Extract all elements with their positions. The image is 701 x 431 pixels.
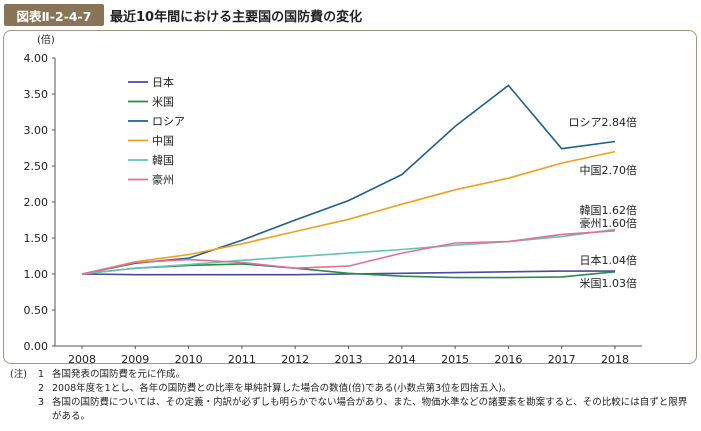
x-tick-label: 2012: [281, 353, 309, 364]
x-tick-label: 2016: [494, 353, 522, 364]
figure-header: 図表Ⅱ-2-4-7 最近10年間における主要国の国防費の変化: [0, 0, 701, 30]
x-tick-label: 2015: [441, 353, 469, 364]
footnote-1: (注) 1 各国発表の国防費を元に作成。: [10, 369, 186, 380]
x-tick-label: 2013: [335, 353, 363, 364]
x-tick-label: 2009: [121, 353, 149, 364]
legend-label: ロシア: [152, 115, 185, 128]
y-tick-label: 4.00: [24, 52, 49, 65]
legend-label: 日本: [152, 75, 174, 89]
series-end-label: 米国1.03倍: [580, 276, 638, 290]
footnotes: (注) 1 各国発表の国防費を元に作成。 2 2008年度を1とし、各年の国防費…: [10, 368, 690, 424]
x-tick-label: 2014: [388, 353, 416, 364]
legend-label: 豪州: [152, 173, 174, 187]
series-end-label: 中国2.70倍: [580, 163, 638, 177]
x-tick-label: 2008: [68, 353, 96, 364]
y-tick-label: 2.00: [24, 196, 49, 209]
footnote-2: 2 2008年度を1とし、各年の国防費との比率を単純計算した場合の数值(倍)であ…: [38, 383, 512, 394]
y-tick-label: 3.50: [24, 88, 49, 101]
series-end-label: 豪州1.60倍: [580, 216, 638, 230]
y-tick-label: 1.00: [24, 268, 49, 281]
chart-frame: [3, 30, 697, 364]
series-line: [81, 230, 616, 275]
x-tick-label: 2011: [228, 353, 256, 364]
y-tick-label: 3.00: [24, 124, 49, 137]
legend-label: 米国: [152, 96, 174, 109]
legend-label: 韓国: [152, 154, 174, 167]
series-line: [81, 150, 616, 275]
y-tick-label: 2.50: [24, 160, 49, 173]
y-tick-label: 0.00: [24, 340, 49, 353]
legend-label: 中国: [152, 135, 174, 148]
y-tick-label: 0.50: [24, 304, 49, 317]
series-end-label: 韓国1.62倍: [580, 203, 638, 217]
x-tick-label: 2018: [601, 353, 629, 364]
x-tick-label: 2017: [548, 353, 576, 364]
series-end-label: ロシア2.84倍: [569, 115, 638, 129]
footnote-3: 3 各国の国防費については、その定義・内訳が必ずしも明らかでない場合があり、また…: [38, 397, 688, 422]
line-chart: (倍) 0.00 0.50 1.00 1.50 2.00 2.50 3.00 3.50 4.00…: [24, 33, 642, 364]
figure-number-tag: 図表Ⅱ-2-4-7: [4, 4, 104, 26]
y-tick-label: 1.50: [24, 232, 49, 245]
x-tick-label: 2010: [175, 353, 203, 364]
series-end-label: 日本1.04倍: [580, 253, 638, 267]
y-axis-unit-label: (倍): [37, 33, 55, 46]
figure-title: 最近10年間における主要国の国防費の変化: [110, 10, 363, 25]
